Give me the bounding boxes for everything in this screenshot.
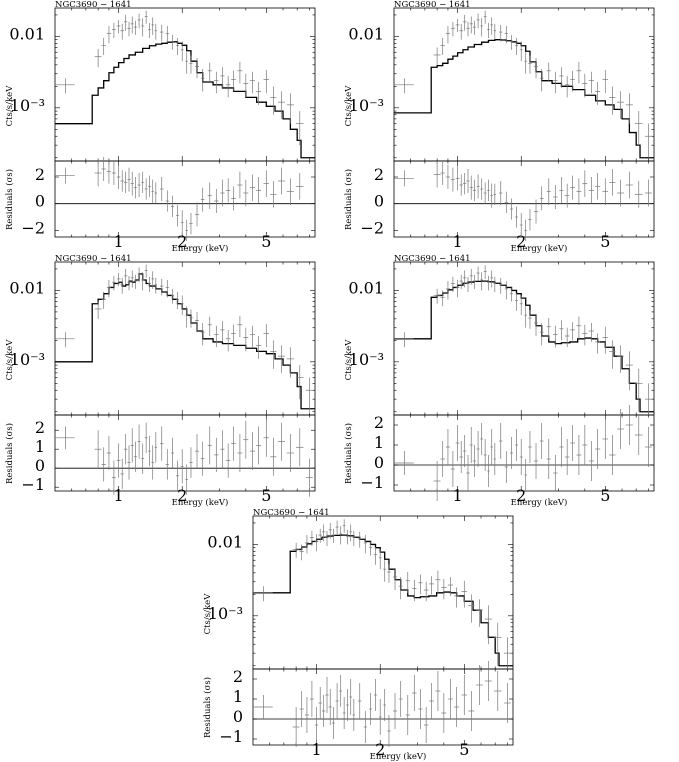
y-tick-label: 10⁻³	[208, 604, 243, 623]
residual-axis-label: Residuals (σs)	[344, 168, 354, 230]
residual-tick-label: 2	[35, 418, 45, 437]
spectrum-frame	[393, 261, 655, 416]
x-tick-label: 5	[459, 740, 469, 759]
y-tick-label: 10⁻³	[10, 96, 45, 115]
model-line	[253, 534, 513, 667]
spectrum-panel-3: NGC3690 − 1641 1 2 5 0.01 10⁻³ −1 0 1 2 Cts/s/ke…	[0, 254, 340, 508]
x-axis-label: Energy (keV)	[369, 752, 427, 762]
y-tick-label: 10⁻³	[349, 350, 384, 369]
x-tick-label: 1	[453, 486, 463, 505]
residual-frame	[252, 668, 514, 746]
x-tick-label: 2	[375, 740, 385, 759]
y-tick-label: 10⁻³	[10, 350, 45, 369]
residual-tick-label: 2	[233, 667, 243, 686]
residual-tick-label: −1	[360, 473, 384, 492]
model-line	[394, 39, 654, 159]
spectrum-frame	[393, 7, 655, 162]
residual-frame	[393, 414, 655, 492]
x-tick-label: 5	[600, 486, 610, 505]
residual-frame	[54, 160, 316, 238]
spectrum-frame	[252, 515, 514, 670]
panel-title: NGC3690 − 1641	[394, 0, 471, 10]
model-line	[394, 280, 654, 413]
spectrum-panel-5: NGC3690 − 1641 1 2 5 0.01 10⁻³ −1 0 1 2 Cts/s/ke…	[198, 508, 538, 762]
y-tick-label: 0.01	[348, 24, 384, 43]
x-tick-label: 1	[114, 486, 124, 505]
model-line	[55, 41, 315, 159]
residual-tick-label: 1	[233, 687, 243, 706]
residual-axis-label: Residuals (σs)	[203, 676, 213, 738]
residual-tick-label: 0	[35, 456, 45, 475]
residual-tick-label: 0	[35, 192, 45, 211]
x-tick-label: 2	[177, 486, 187, 505]
x-tick-label: 2	[177, 232, 187, 251]
y-axis-label: Cts/s/keV	[344, 85, 354, 127]
y-axis-label: Cts/s/keV	[5, 339, 15, 381]
x-tick-label: 2	[516, 486, 526, 505]
residual-axis-label: Residuals (σs)	[5, 168, 15, 230]
residual-tick-label: 2	[374, 413, 384, 432]
x-axis-label: Energy (keV)	[510, 244, 568, 254]
residual-tick-label: −2	[360, 218, 384, 237]
x-tick-label: 1	[453, 232, 463, 251]
panel-title: NGC3690 − 1641	[55, 254, 132, 264]
spectrum-frame	[54, 7, 316, 162]
spectrum-panel-4: NGC3690 − 1641 1 2 5 0.01 10⁻³ −1 0 1 2 Cts/s/ke…	[339, 254, 679, 508]
panel-title: NGC3690 − 1641	[394, 254, 471, 264]
residual-tick-label: 1	[374, 433, 384, 452]
spectrum-frame	[54, 261, 316, 416]
y-tick-label: 0.01	[9, 278, 45, 297]
y-axis-label: Cts/s/keV	[5, 85, 15, 127]
x-axis-label: Energy (keV)	[171, 498, 229, 508]
spectrum-panel-1: NGC3690 − 1641 1 2 5 0.01 10⁻³ −2 0 2 Cts/s/keV…	[0, 0, 340, 254]
x-tick-label: 1	[114, 232, 124, 251]
residual-tick-label: 1	[35, 437, 45, 456]
residual-tick-label: 0	[233, 707, 243, 726]
residual-tick-label: −1	[21, 475, 45, 494]
residual-frame	[54, 414, 316, 492]
residual-tick-label: 0	[374, 192, 384, 211]
x-tick-label: 5	[261, 486, 271, 505]
residual-tick-label: 2	[35, 165, 45, 184]
residual-tick-label: −1	[219, 727, 243, 746]
y-tick-label: 0.01	[207, 532, 243, 551]
residual-frame	[393, 160, 655, 238]
residual-tick-label: 0	[374, 453, 384, 472]
spectrum-panel-2: NGC3690 − 1641 1 2 5 0.01 10⁻³ −2 0 2 Cts/s/keV…	[339, 0, 679, 254]
spectrum-plot: 1 2 5 0.01 10⁻³ −2 0 2	[348, 7, 655, 251]
spectrum-plot: 1 2 5 0.01 10⁻³ −2 0 2	[9, 7, 316, 251]
y-axis-label: Cts/s/keV	[203, 593, 213, 635]
y-tick-label: 0.01	[9, 24, 45, 43]
x-tick-label: 1	[312, 740, 322, 759]
panel-title: NGC3690 − 1641	[253, 508, 330, 518]
residual-axis-label: Residuals (σs)	[344, 422, 354, 484]
x-tick-label: 5	[261, 232, 271, 251]
model-line	[55, 273, 315, 410]
panel-title: NGC3690 − 1641	[55, 0, 132, 10]
residual-tick-label: −2	[21, 218, 45, 237]
y-axis-label: Cts/s/keV	[344, 339, 354, 381]
x-axis-label: Energy (keV)	[171, 244, 229, 254]
residual-tick-label: 2	[374, 165, 384, 184]
y-tick-label: 10⁻³	[349, 96, 384, 115]
residual-axis-label: Residuals (σs)	[5, 422, 15, 484]
x-tick-label: 2	[516, 232, 526, 251]
y-tick-label: 0.01	[348, 278, 384, 297]
x-axis-label: Energy (keV)	[510, 498, 568, 508]
x-tick-label: 5	[600, 232, 610, 251]
